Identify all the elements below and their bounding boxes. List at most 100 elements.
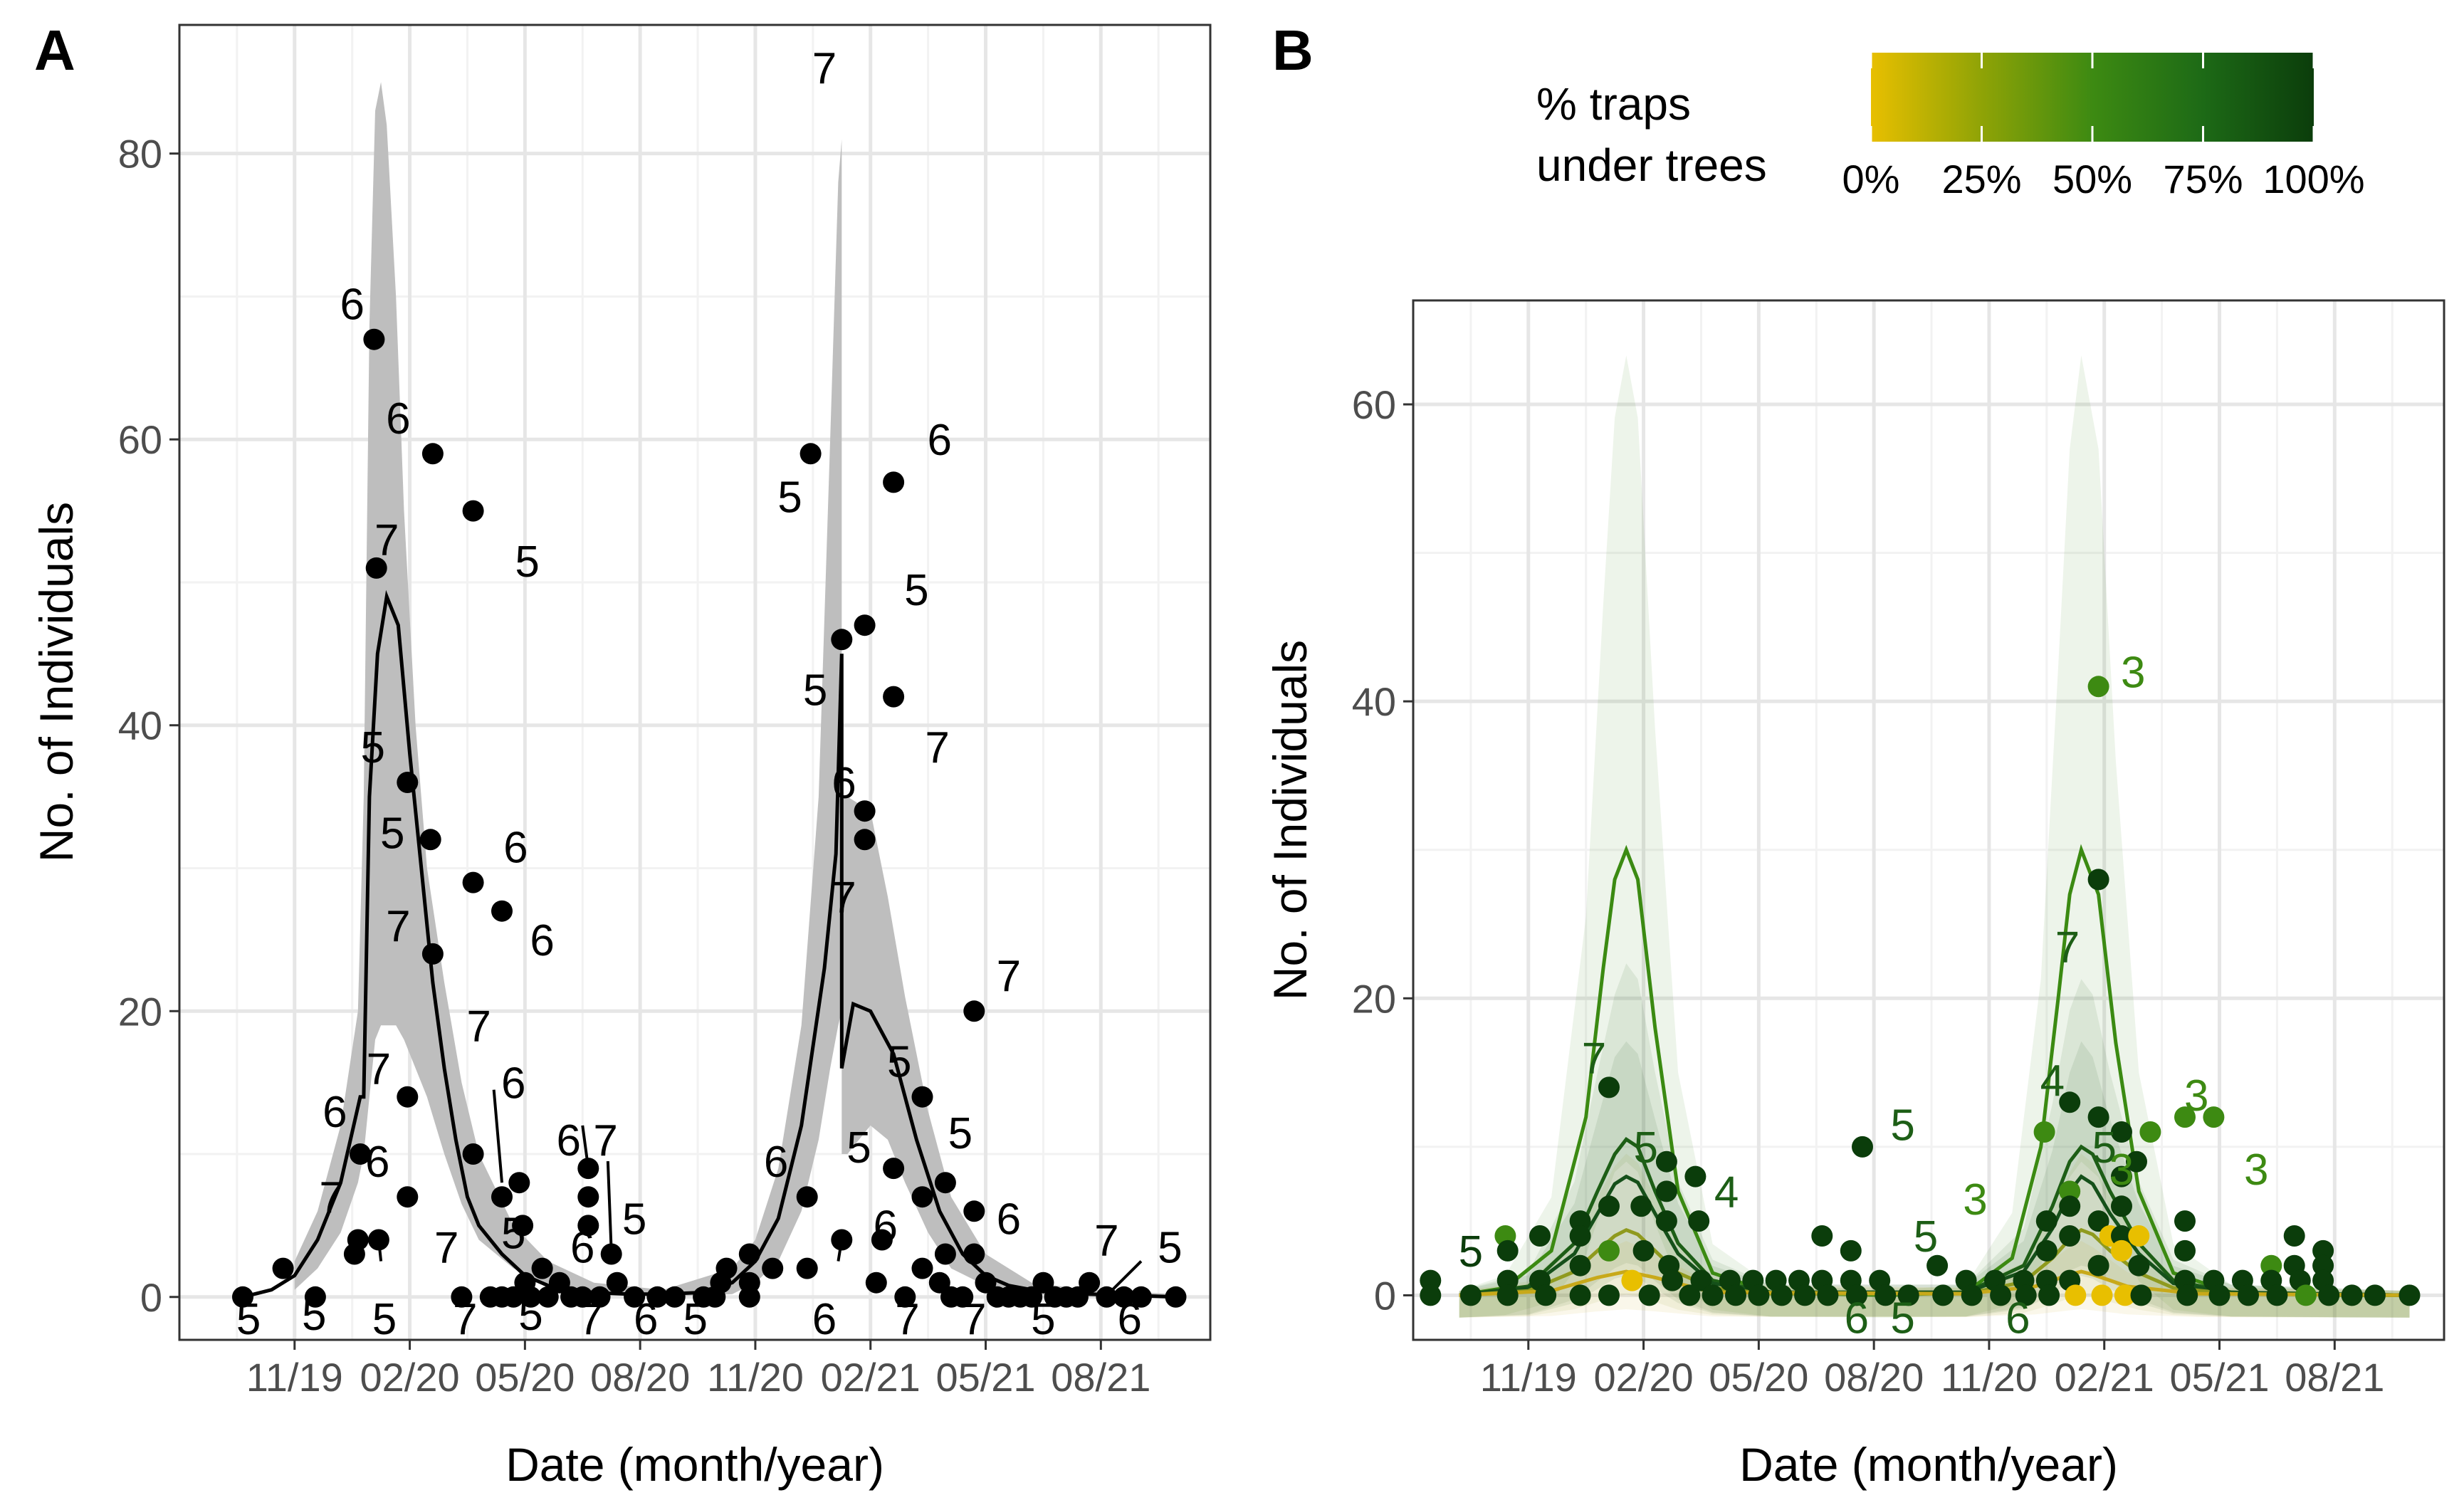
- panel-b-data-point: [2295, 1284, 2317, 1306]
- panel-b-data-point: [1748, 1284, 1770, 1306]
- panel-a-point-label: 6: [764, 1138, 788, 1187]
- panel-a-data-point: [397, 772, 419, 793]
- panel-a-point-label: 6: [557, 1116, 581, 1165]
- panel-a-data-point: [365, 557, 387, 579]
- panel-b-data-point: [2111, 1225, 2132, 1247]
- panel-a-data-point: [854, 829, 876, 851]
- panel-b-data-point: [1655, 1180, 1677, 1202]
- panel-b-x-tick-label: 05/20: [1709, 1355, 1808, 1400]
- panel-b-point-label: 5: [1459, 1227, 1483, 1276]
- panel-b-y-tick-label: 40: [1352, 679, 1396, 724]
- panel-a-point-label: 5: [622, 1195, 646, 1244]
- panel-a-point-label: 7: [319, 1173, 343, 1222]
- panel-b-data-point: [1459, 1284, 1482, 1306]
- panel-a-point-label: 6: [634, 1295, 658, 1344]
- panel-a-point-label: 5: [777, 473, 802, 523]
- panel-b-data-point: [2087, 676, 2109, 698]
- panel-b-data-point: [1725, 1284, 1746, 1306]
- panel-b-x-axis-title: Date (month/year): [1739, 1438, 2118, 1491]
- panel-b-data-point: [1840, 1239, 1862, 1262]
- panel-b-data-point: [1535, 1284, 1557, 1306]
- panel-a-point-label: 5: [683, 1295, 708, 1344]
- panel-b-data-point: [2176, 1284, 2198, 1306]
- legend-tick-label: 50%: [2053, 157, 2132, 201]
- panel-b-data-point: [2203, 1106, 2225, 1128]
- panel-b-ci-band-fit-high: [1459, 355, 2410, 1318]
- panel-a-point-label: 7: [593, 1116, 617, 1165]
- legend: % traps under trees 0% 25% 50% 75% 100%: [1536, 53, 2365, 201]
- panel-b-data-point: [2035, 1239, 2057, 1262]
- panel-a-data-point: [664, 1286, 686, 1308]
- panel-a-data-point: [1079, 1272, 1101, 1294]
- panel-a-y-tick-label: 20: [118, 989, 162, 1034]
- panel-a-point-label: 6: [812, 1295, 837, 1344]
- legend-tick-label: 25%: [1941, 157, 2021, 201]
- panel-label-a: A: [34, 19, 75, 82]
- panel-a-data-point: [491, 1186, 513, 1208]
- panel-a-data-point: [911, 1086, 933, 1108]
- panel-a-border: [178, 23, 1212, 1341]
- panel-a-data-point: [865, 1272, 887, 1294]
- panel-a-point-label: 6: [997, 1195, 1021, 1244]
- panel-a-point-label: 7: [895, 1295, 919, 1344]
- panel-a-data-point: [491, 900, 513, 922]
- panel-a-data-point: [883, 686, 905, 708]
- panel-a-point-label: 7: [578, 1295, 602, 1344]
- panel-b-x-tick-label: 02/21: [2055, 1355, 2154, 1400]
- panel-b-border: [1412, 299, 2445, 1341]
- panel-b-data-point: [2174, 1239, 2196, 1262]
- panel-a-data-point: [934, 1243, 956, 1265]
- panel-b-data-point: [2128, 1225, 2150, 1247]
- panel-a-point-label: 6: [365, 1138, 389, 1187]
- panel-b-data-point: [2059, 1195, 2081, 1217]
- panel-b-point-label: 5: [1914, 1212, 1938, 1262]
- panel-b-data-point: [2065, 1284, 2087, 1306]
- panel-a-point-label: 6: [386, 394, 410, 444]
- panel-b-data-point: [2238, 1284, 2259, 1306]
- panel-b-data-point: [1638, 1284, 1660, 1306]
- panel-b-data-point: [1632, 1239, 1655, 1262]
- panel-b-point-label: 5: [1890, 1294, 1914, 1343]
- panel-a-data-point: [589, 1286, 611, 1308]
- panel-a-y-tick-label: 80: [118, 132, 162, 177]
- panel-b-data-point: [1679, 1284, 1701, 1306]
- panel-a-data-point: [646, 1286, 669, 1308]
- panel-a-data-point: [520, 1286, 542, 1308]
- panel-a-data-point: [928, 1272, 950, 1294]
- panel-b-point-label: 5: [2092, 1123, 2116, 1173]
- panel-a-point-label: 7: [812, 44, 837, 93]
- panel-b-point-label: 7: [2055, 923, 2080, 972]
- panel-a-data-point: [397, 1086, 419, 1108]
- panel-b-data-point: [1598, 1239, 1620, 1262]
- panel-b-data-point: [2174, 1106, 2196, 1128]
- panel-a-data-point: [548, 1272, 570, 1294]
- panel-a-data-point: [715, 1257, 738, 1279]
- panel-b-data-point: [1598, 1284, 1620, 1306]
- panel-b-point-label: 3: [2121, 648, 2145, 697]
- panel-a-point-label: 5: [1158, 1224, 1182, 1273]
- panel-a-point-label: 5: [372, 1295, 397, 1344]
- panel-a-data-point: [975, 1272, 997, 1294]
- panel-b-data-point: [1630, 1195, 1652, 1217]
- panel-a-point-label: 5: [380, 809, 404, 858]
- panel-b-data-point: [1569, 1210, 1591, 1232]
- panel-a-data-point: [272, 1257, 294, 1279]
- panel-a-data-point: [421, 943, 444, 965]
- panel-a-point-label: 7: [386, 902, 410, 951]
- panel-a-x-tick-label: 11/20: [707, 1355, 804, 1400]
- panel-b-data-point: [1690, 1269, 1712, 1291]
- panel-a-x-tick-label: 11/19: [246, 1355, 343, 1400]
- panel-a-data-point: [531, 1257, 553, 1279]
- panel-b-data-point: [2139, 1121, 2161, 1143]
- panel-b-data-point: [2059, 1180, 2081, 1202]
- panel-a-data-point: [577, 1215, 599, 1237]
- panel-a-point-label: 6: [1117, 1295, 1141, 1344]
- panel-b-data-point: [2128, 1254, 2150, 1276]
- panel-b-data-point: [2091, 1284, 2113, 1306]
- panel-b-data-point: [1496, 1284, 1519, 1306]
- panel-a-data-point: [508, 1172, 530, 1194]
- panel-b-data-point: [1496, 1239, 1519, 1262]
- panel-a-point-label: 6: [323, 1088, 347, 1137]
- panel-a-data-point: [503, 1286, 525, 1308]
